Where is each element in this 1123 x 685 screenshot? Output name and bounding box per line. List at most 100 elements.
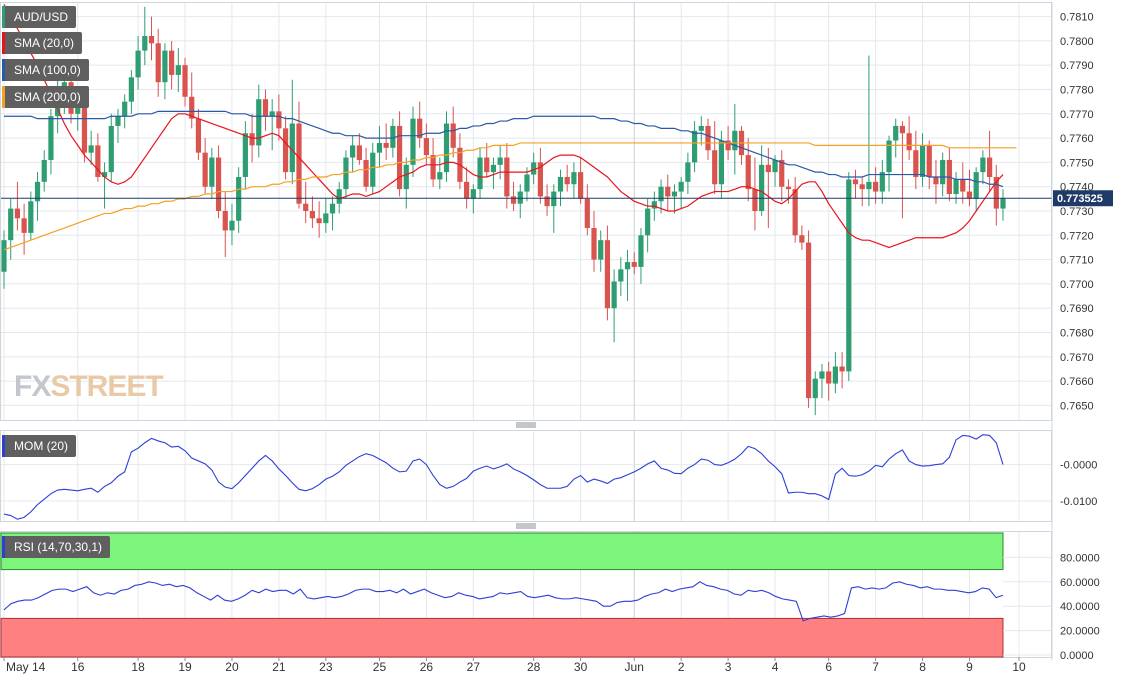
x-axis-tick-label: 9 (966, 660, 973, 674)
candle-body (464, 181, 470, 199)
legend-symbol[interactable]: AUD/USD (2, 6, 77, 28)
legend-mom-label: MOM (20) (14, 439, 68, 453)
legend-sma-200[interactable]: SMA (200,0) (2, 86, 89, 108)
candle-body (189, 96, 195, 119)
candle-body (303, 203, 309, 211)
candle-body (671, 191, 678, 197)
candle-body (759, 164, 765, 211)
price-axis-tick-label: 0.7750 (1060, 157, 1094, 169)
candle-body (805, 242, 812, 399)
legend-sma-20[interactable]: SMA (20,0) (2, 32, 83, 54)
last-price-label-bg (1053, 190, 1113, 207)
candle-body (1000, 198, 1006, 209)
last-price-label: 0.773525 (1057, 193, 1103, 205)
candle-body (698, 125, 704, 131)
legend-symbol-label: AUD/USD (14, 10, 69, 24)
x-axis-tick-label: 16 (71, 660, 85, 674)
candle-body (665, 186, 671, 197)
candle-body (718, 140, 725, 185)
x-axis-tick-label: 8 (919, 660, 926, 674)
candle-body (215, 157, 222, 211)
candle-body (236, 176, 242, 221)
price-axis-tick-label: 0.7800 (1060, 36, 1094, 48)
legend-mom[interactable]: MOM (20) (2, 435, 76, 457)
price-axis-tick-label: 0.7760 (1060, 133, 1094, 145)
candle-body (531, 162, 537, 175)
candle-body (229, 220, 235, 231)
candle-body (162, 50, 168, 83)
candle-body (296, 123, 302, 204)
candle-body (873, 181, 879, 192)
candle-body (832, 366, 838, 384)
candle-body (584, 198, 590, 229)
candle-body (477, 157, 483, 190)
legend-sma-100[interactable]: SMA (100,0) (2, 59, 89, 81)
candle-body (993, 176, 999, 209)
candle-body (396, 125, 403, 190)
legend-sma-100-label: SMA (100,0) (14, 63, 81, 77)
candle-body (470, 189, 476, 199)
price-axis-tick-label: 0.7710 (1060, 255, 1094, 267)
candle-body (95, 145, 101, 177)
grip-lines-icon (516, 422, 536, 428)
rsi-axis-tick-label: 0.0000 (1060, 650, 1094, 662)
x-axis-tick-label: 3 (725, 660, 732, 674)
candle-body (819, 371, 825, 379)
candle-body (638, 235, 644, 267)
price-axis-tick-label: 0.7730 (1060, 206, 1094, 218)
price-axis-tick-label: 0.7660 (1060, 376, 1094, 388)
candle-body (497, 157, 503, 165)
candle-body (705, 125, 711, 151)
candle-body (323, 213, 329, 224)
candle-body (866, 181, 872, 190)
price-axis-tick-label: 0.7770 (1060, 109, 1094, 121)
candle-body (343, 157, 349, 190)
price-axis-tick-label: 0.7810 (1060, 12, 1094, 24)
candle-body (390, 125, 396, 148)
x-axis-tick-label: 30 (574, 660, 588, 674)
price-axis-tick-label: 0.7650 (1060, 400, 1094, 412)
candle-body (363, 159, 369, 187)
candle-body (792, 189, 798, 236)
candle-body (604, 240, 611, 309)
candle-body (128, 77, 134, 102)
candle-body (913, 150, 919, 177)
legend-sma-200-label: SMA (200,0) (14, 90, 81, 104)
candle-body (182, 65, 188, 97)
candle-body (383, 142, 389, 148)
candle-body (504, 157, 510, 197)
x-axis-tick-label: 19 (178, 660, 192, 674)
x-axis-tick-label: 25 (373, 660, 387, 674)
watermark-logo: FXSTREET (14, 370, 164, 404)
candle-body (209, 157, 215, 187)
x-axis-tick-label: 2 (678, 660, 685, 674)
mom-axis-tick-label: -0.0100 (1060, 496, 1097, 508)
x-axis-tick-label: 21 (272, 660, 286, 674)
candle-body (356, 145, 362, 160)
candle-body (966, 191, 973, 199)
candle-body (1, 240, 7, 272)
candle-body (765, 164, 771, 173)
candle-body (410, 118, 416, 165)
legend-rsi[interactable]: RSI (14,70,30,1) (2, 536, 111, 558)
candle-body (618, 269, 624, 282)
candle-body (450, 123, 456, 148)
candle-body (712, 150, 718, 185)
candle-body (986, 157, 993, 177)
grip-lines-icon (516, 523, 536, 529)
rsi-axis-tick-label: 80.0000 (1060, 552, 1100, 564)
candle-body (276, 111, 282, 129)
candle-body (812, 378, 818, 399)
candle-body (510, 196, 517, 204)
candle-body (906, 133, 912, 151)
watermark-street: STREET (50, 370, 163, 403)
candle-body (537, 162, 543, 197)
candle-body (980, 157, 986, 173)
x-axis-tick-label: 4 (772, 660, 779, 674)
rsi-axis-tick-label: 60.0000 (1060, 577, 1100, 589)
candle-body (973, 172, 979, 199)
candle-body (142, 36, 148, 51)
candle-body (155, 43, 161, 83)
legend-sma-20-label: SMA (20,0) (14, 36, 75, 50)
rsi-oversold-zone (0, 617, 1004, 658)
